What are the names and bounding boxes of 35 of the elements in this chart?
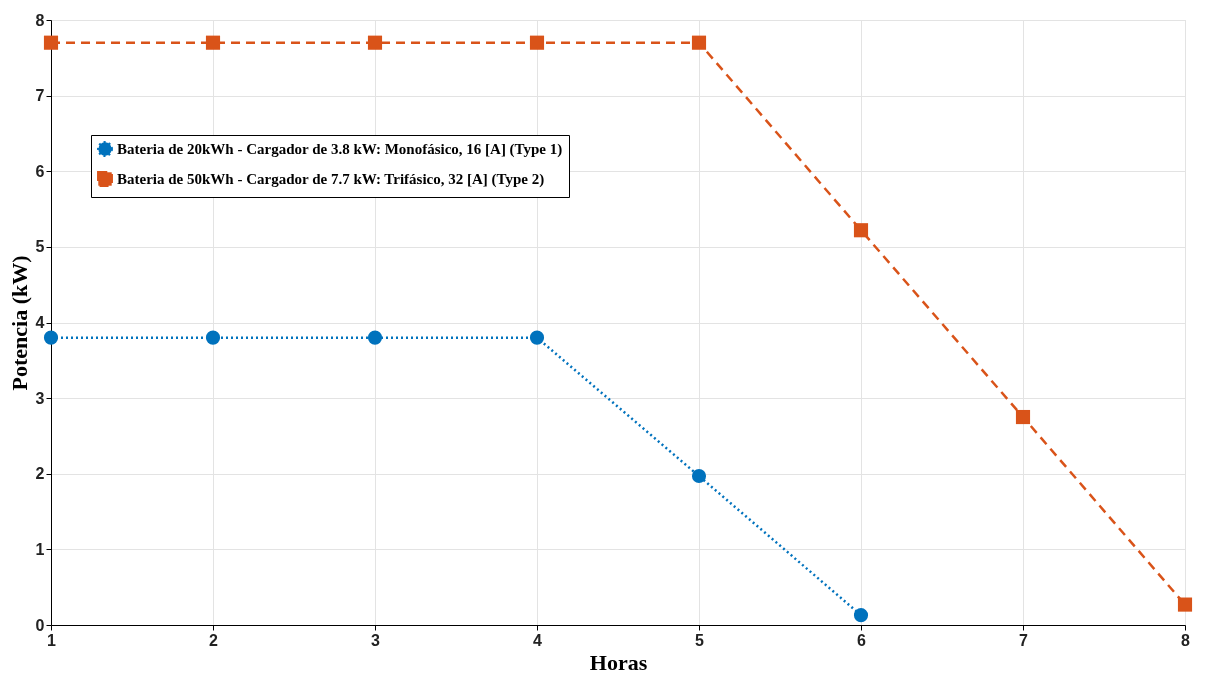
point (367, 35, 383, 50)
point (43, 35, 59, 50)
y-tick-label: 7 (35, 87, 45, 105)
y-axis-title: Potencia (kW) (6, 255, 32, 391)
point (367, 330, 383, 345)
legend-label: Bateria de 20kWh - Cargador de 3.8 kW: Monofásico, 16 [A] (Type 1) (117, 141, 563, 158)
point (853, 608, 869, 623)
point (691, 468, 707, 484)
point (853, 223, 869, 238)
y-tick-label: 4 (35, 314, 45, 331)
point (1177, 597, 1193, 612)
x-tick-label: 7 (1019, 631, 1029, 649)
y-tick-label: 5 (35, 238, 45, 256)
x-axis-title: Horas (589, 649, 648, 675)
point (529, 330, 545, 345)
point (1015, 409, 1031, 425)
legend-label: Bateria de 50kWh - Cargador de 7.7 kW: Trifásico, 32 [A] (Type 2) (117, 171, 545, 188)
x-tick-label: 6 (857, 631, 867, 649)
x-tick-label: 2 (209, 631, 219, 649)
point (205, 35, 221, 50)
x-tick-label: 1 (47, 631, 57, 649)
x-tick-label: 5 (695, 631, 705, 649)
point (205, 330, 221, 345)
point (691, 35, 707, 50)
y-tick-label: 1 (35, 540, 45, 558)
x-tick-label: 3 (371, 631, 381, 649)
y-tick-label: 0 (35, 616, 45, 634)
point (529, 35, 545, 50)
x-tick-label: 8 (1181, 631, 1191, 649)
y-tick-label: 8 (35, 11, 45, 29)
y-tick-label: 3 (35, 389, 45, 407)
point (43, 330, 59, 345)
y-tick-label: 2 (35, 465, 45, 483)
y-tick-label: 6 (35, 162, 45, 180)
x-tick-label: 4 (533, 631, 543, 649)
